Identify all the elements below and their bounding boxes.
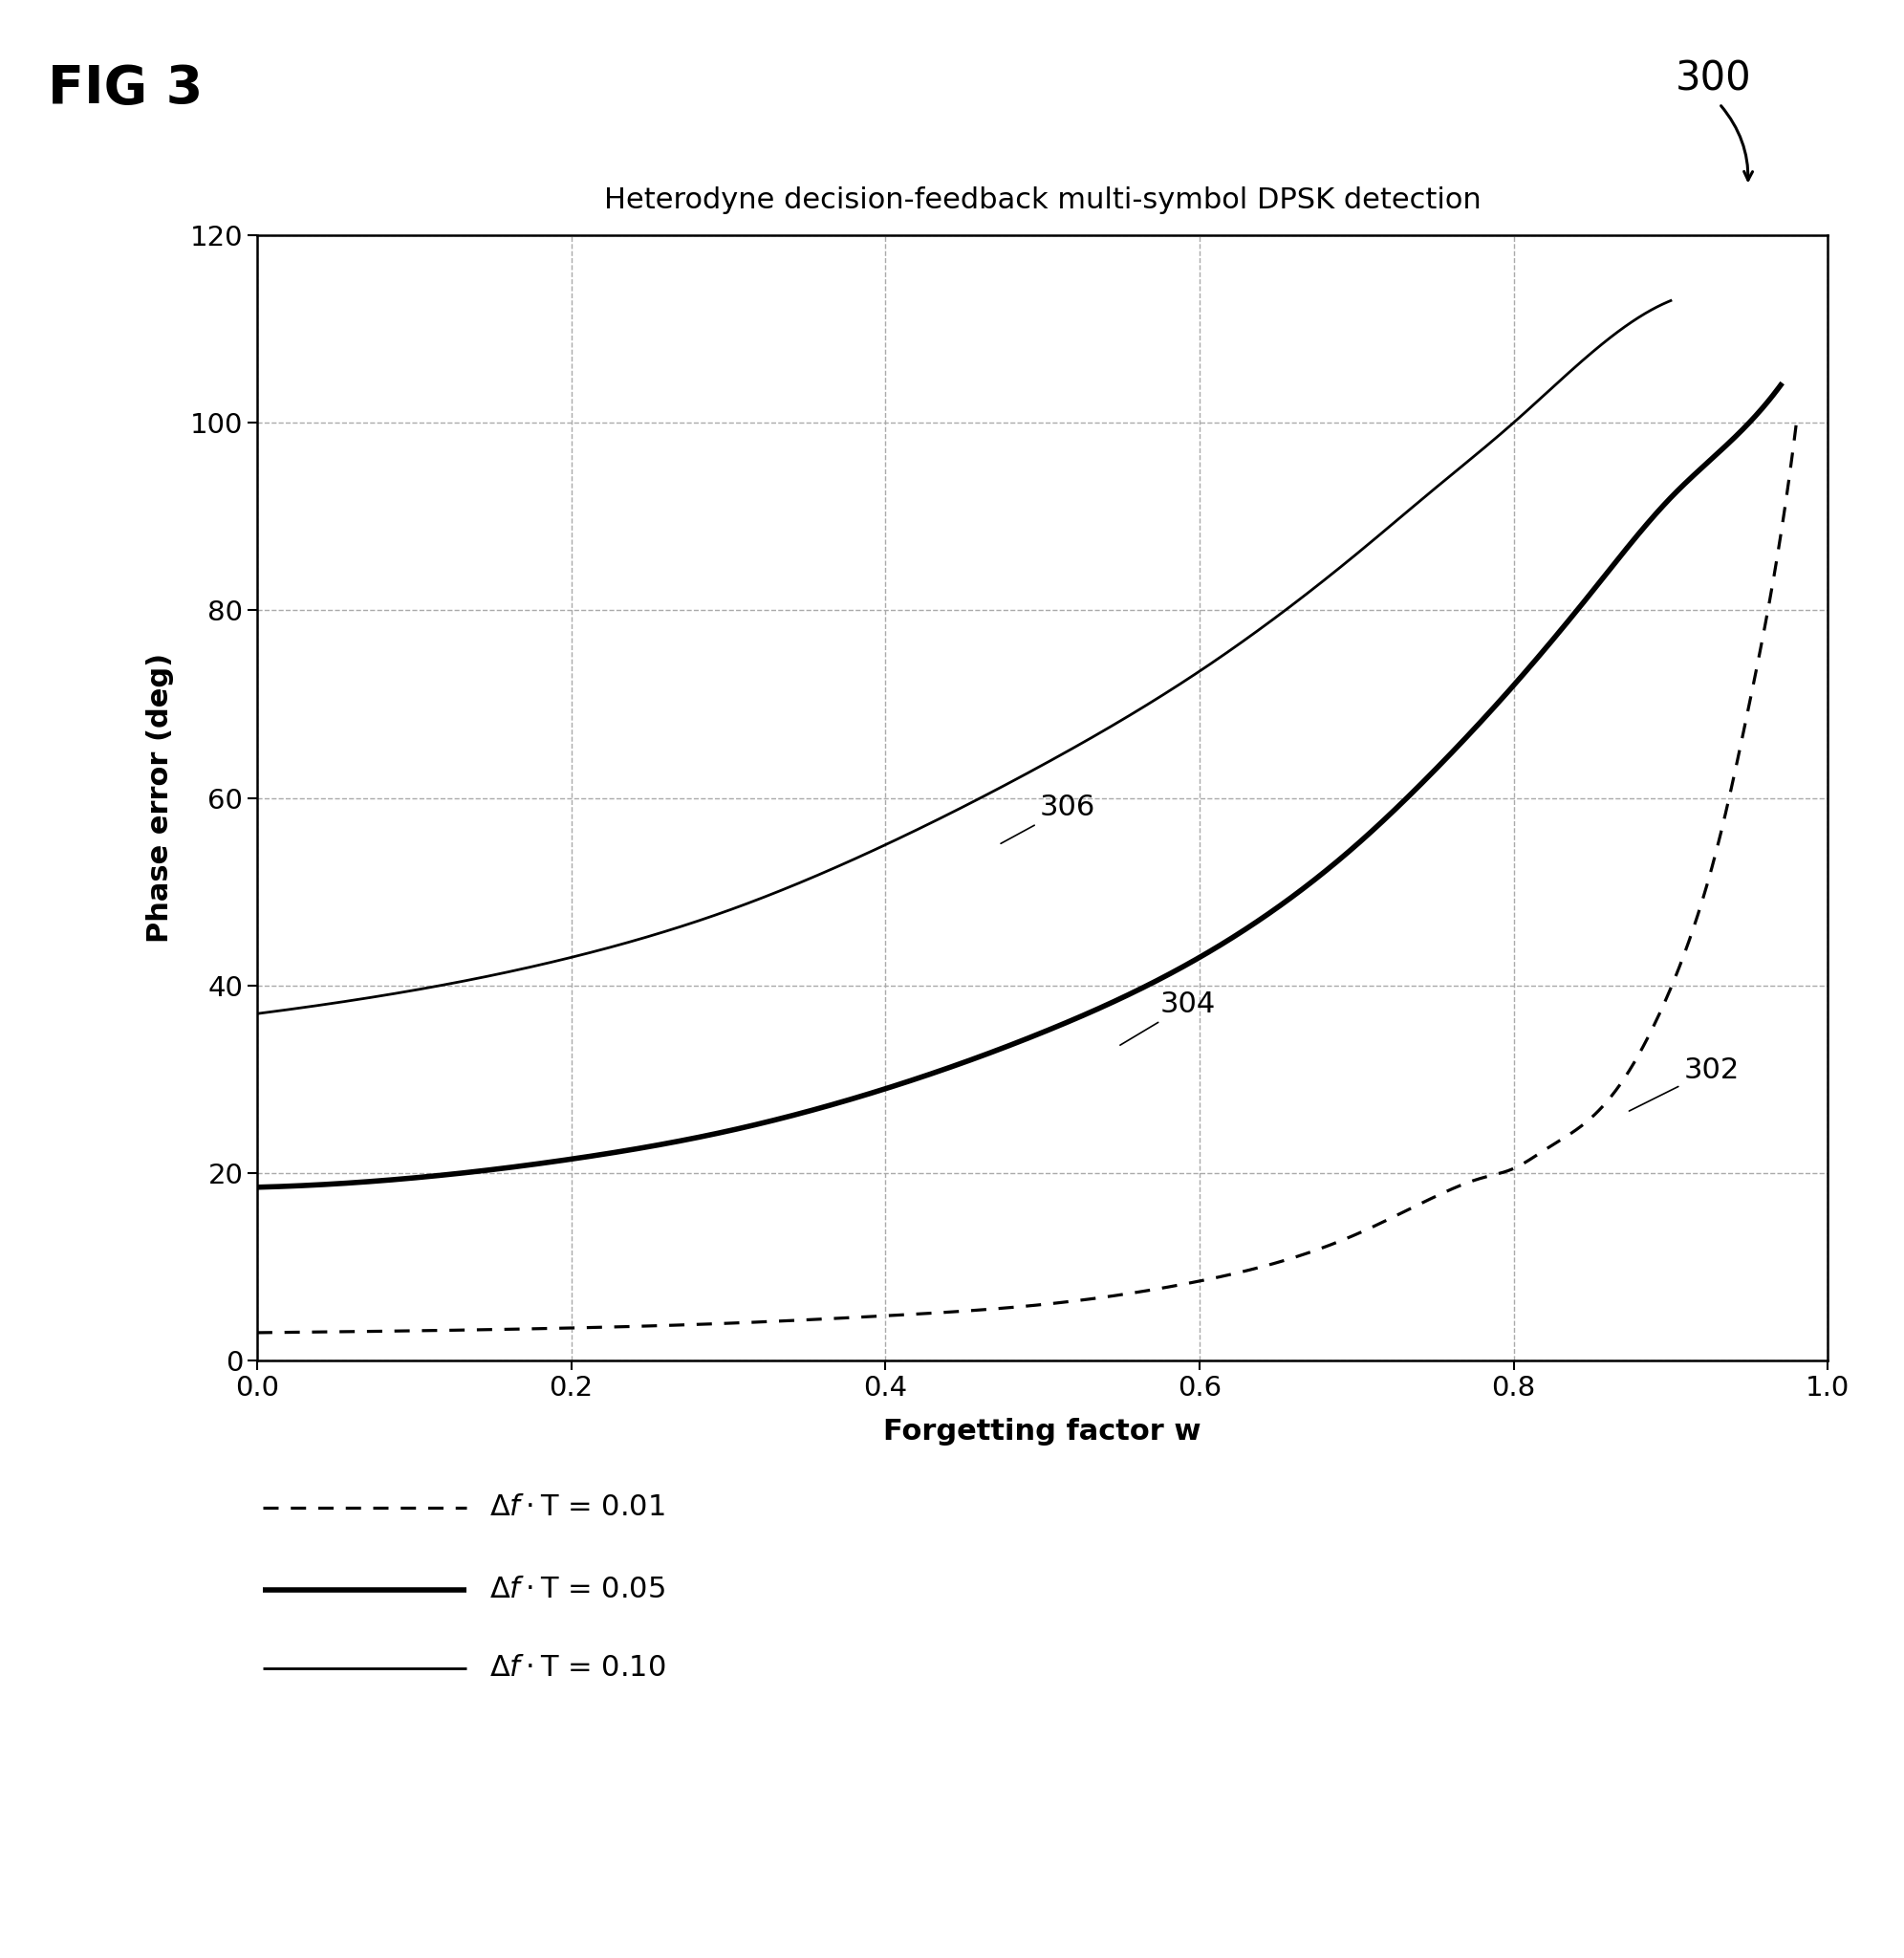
Text: $\Delta f\cdot\mathrm{T}$ = 0.05: $\Delta f\cdot\mathrm{T}$ = 0.05: [489, 1576, 664, 1604]
Y-axis label: Phase error (deg): Phase error (deg): [147, 652, 173, 944]
Text: 302: 302: [1630, 1055, 1738, 1110]
Text: 300: 300: [1676, 59, 1752, 100]
Text: $\Delta f\cdot\mathrm{T}$ = 0.10: $\Delta f\cdot\mathrm{T}$ = 0.10: [489, 1655, 666, 1682]
Text: FIG 3: FIG 3: [48, 63, 202, 114]
Text: 306: 306: [1002, 793, 1095, 844]
Title: Heterodyne decision-feedback multi-symbol DPSK detection: Heterodyne decision-feedback multi-symbo…: [604, 186, 1481, 213]
Text: $\Delta f\cdot\mathrm{T}$ = 0.01: $\Delta f\cdot\mathrm{T}$ = 0.01: [489, 1494, 664, 1521]
Text: 304: 304: [1120, 991, 1217, 1046]
X-axis label: Forgetting factor w: Forgetting factor w: [883, 1418, 1201, 1445]
